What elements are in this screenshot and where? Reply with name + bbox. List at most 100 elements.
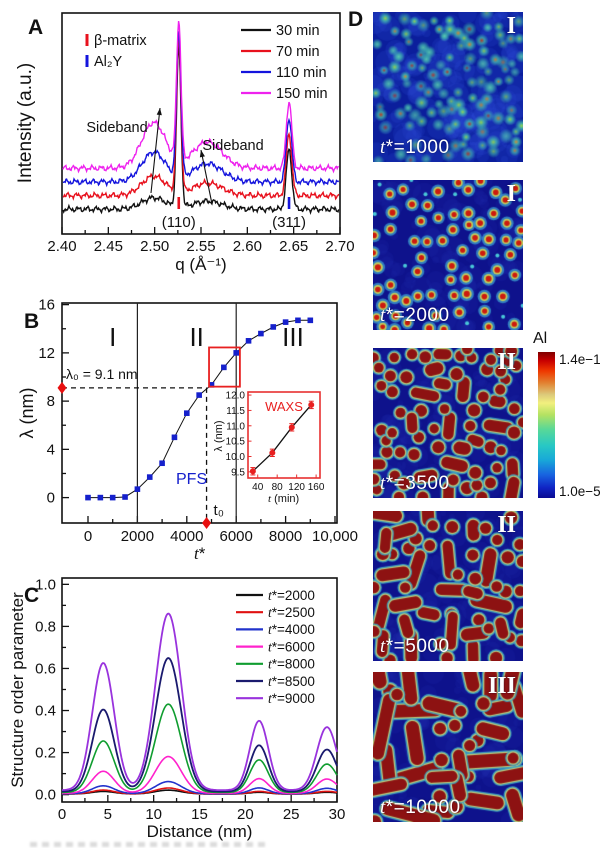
inset-x-tick-label: 120 (288, 482, 305, 493)
pfs-data-point (307, 317, 314, 324)
inset-data-line (252, 404, 312, 472)
x-axis-tick-label: 10 (145, 806, 162, 823)
phase-marker-label: Al₂Y (94, 54, 123, 70)
legend-label: 70 min (276, 44, 320, 60)
inset-x-axis-title: t (min) (268, 493, 299, 505)
x-axis-title: t* (194, 544, 206, 563)
y-axis-tick-label: 1.0 (35, 576, 56, 593)
micrograph-2-stage-label: I (506, 181, 516, 207)
panel-d-letter: D (348, 8, 364, 31)
region-label-I: I (109, 322, 116, 352)
sideband-arrow-left (150, 107, 161, 194)
panel-c-letter: C (24, 584, 40, 607)
micrograph-1: I t*=1000 (373, 12, 523, 162)
x-axis-tick-label: 2.70 (325, 238, 354, 255)
x-axis-title: Distance (nm) (147, 822, 253, 841)
x-axis-tick-label: 4000 (170, 528, 203, 545)
highlight-box (208, 346, 241, 388)
micrograph-3: II t*=3500 (373, 348, 523, 498)
x-axis-tick-label: 2.40 (47, 238, 76, 255)
micrograph-5-time-label: t*=10000 (380, 797, 461, 818)
xrd-curve-150-min (62, 20, 340, 174)
y-axis-tick-label: 16 (38, 297, 55, 314)
pfs-data-point (233, 350, 239, 356)
colorbar (538, 352, 555, 498)
y-axis-title: Structure order parameter (8, 592, 27, 788)
inset-y-tick-label: 11.5 (226, 406, 245, 417)
micrograph-3-stage-label: II (497, 349, 516, 375)
x-axis-tick-label: 30 (329, 806, 346, 823)
micrograph-5-stage-label: III (487, 673, 516, 699)
sideband-annotation-left: Sideband (86, 120, 147, 136)
legend-label: t*=2500 (268, 605, 315, 620)
phase-marker-label: β-matrix (94, 33, 147, 49)
micrograph-1-time-label: t*=1000 (380, 137, 450, 158)
sideband-arrow-right (200, 149, 213, 205)
pfs-data-point (159, 460, 165, 467)
region-label-II: II (189, 322, 203, 352)
lambda0-diamond-marker (57, 381, 67, 394)
pfs-data-point (97, 494, 104, 501)
sop-curve-5 (61, 657, 338, 793)
y-axis-tick-label: 4 (47, 441, 55, 458)
pfs-data-point (258, 330, 264, 337)
sop-curve-6 (61, 612, 338, 791)
micrograph-1-stage-label: I (506, 13, 516, 39)
micrograph-2-time-label: t*=2000 (380, 305, 450, 326)
xrd-curve-110-min (62, 31, 340, 188)
pfs-data-point (85, 494, 91, 501)
x-axis-tick-label: 0 (84, 528, 92, 545)
cropped-caption-fragment (30, 842, 265, 847)
panel-c-plot: 0 5 10 15 20 25 30 0.0 0.2 0.4 0.6 0.8 1.0 Distance (… (8, 576, 345, 841)
pfs-data-point (109, 494, 116, 501)
x-axis-tick-label: 5 (104, 806, 112, 823)
pfs-label: PFS (176, 471, 207, 488)
inset-x-tick-label: 40 (252, 482, 264, 493)
micrograph-4-canvas (373, 511, 523, 661)
inset-data-point (288, 424, 295, 431)
legend-label: t*=9000 (268, 691, 315, 706)
pfs-data-point (270, 324, 277, 330)
inset-y-tick-label: 9.5 (231, 467, 245, 478)
y-axis-tick-label: 0.4 (35, 703, 56, 720)
legend-label: 110 min (276, 65, 327, 81)
inset-y-axis-title: λ (nm) (213, 420, 225, 451)
y-axis-tick-label: 0.8 (35, 618, 56, 635)
x-axis-tick-label: 8000 (269, 528, 302, 545)
legend-label: t*=2000 (268, 588, 315, 603)
micrograph-2: I t*=2000 (373, 180, 523, 330)
colorbar-title: Al (533, 330, 548, 347)
x-axis-tick-label: 2.55 (186, 238, 215, 255)
micrograph-4: II t*=5000 (373, 511, 523, 661)
sideband-annotation-right: Sideband (202, 138, 263, 154)
pfs-data-point (208, 382, 215, 388)
micrograph-5-canvas (373, 672, 523, 822)
panel-a-plot: 2.40 2.45 2.50 2.55 2.60 2.65 2.70 q (Å⁻¹) Inten… (15, 12, 355, 274)
xrd-curve-70-min (62, 37, 340, 201)
pfs-data-point (171, 434, 178, 441)
legend-label: 150 min (276, 86, 328, 102)
x-axis-tick-label: 20 (237, 806, 254, 823)
pfs-data-point (295, 317, 301, 324)
x-axis-tick-label: 25 (283, 806, 300, 823)
x-axis-tick-label: 2.60 (233, 238, 262, 255)
panel-a-letter: A (28, 16, 44, 39)
inset-y-tick-label: 11.0 (226, 421, 245, 432)
inset-data-point (308, 401, 315, 408)
x-axis-tick-label: 2.65 (279, 238, 308, 255)
inset-y-tick-label: 10.0 (226, 452, 246, 463)
region-label-III: III (282, 322, 304, 352)
legend-label: 30 min (276, 23, 320, 39)
panel-b-letter: B (24, 310, 40, 333)
pfs-data-point (282, 319, 289, 325)
t0-annotation: t₀ (214, 502, 224, 519)
y-axis-title: λ (nm) (17, 388, 37, 439)
x-axis-tick-label: 2000 (121, 528, 154, 545)
legend-label: t*=8000 (268, 657, 315, 672)
inset-x-tick-label: 160 (308, 482, 325, 493)
micrograph-3-time-label: t*=3500 (380, 473, 450, 494)
pfs-data-point (221, 364, 227, 371)
